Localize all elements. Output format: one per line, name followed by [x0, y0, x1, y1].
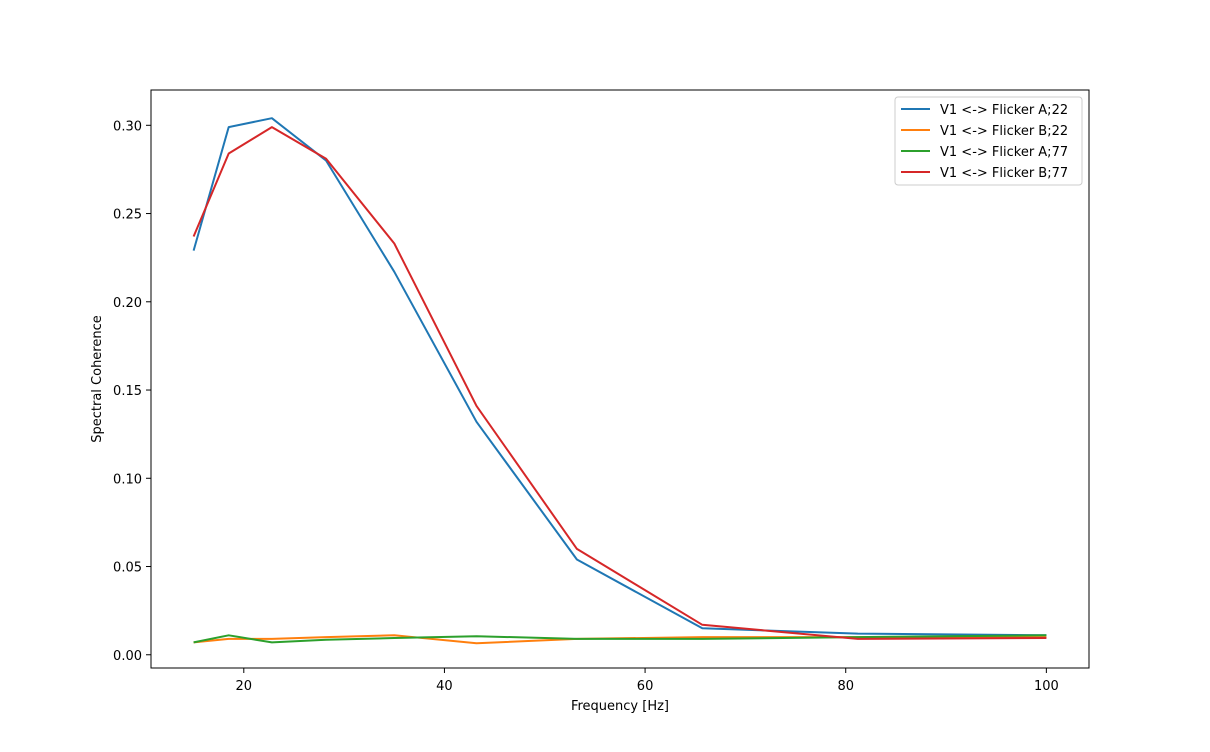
legend-label-3: V1 <-> Flicker A;77 [940, 145, 1068, 160]
x-axis-label: Frequency [Hz] [571, 699, 669, 714]
y-tick-label: 0.20 [113, 296, 142, 311]
legend-label-4: V1 <-> Flicker B;77 [940, 166, 1068, 181]
series-line-3 [193, 634, 1047, 644]
legend-label-2: V1 <-> Flicker B;22 [940, 124, 1068, 139]
series-line-1 [192, 117, 1047, 637]
plot-frame [150, 89, 1090, 669]
y-tick-label: 0.25 [113, 208, 142, 223]
y-axis: 0.00 0.05 0.10 0.15 0.20 0.25 0.30 [113, 119, 151, 664]
legend-box [894, 96, 1083, 186]
x-tick-label: 20 [236, 679, 253, 694]
y-axis-label: Spectral Coherence [90, 315, 105, 443]
x-tick-label: 80 [837, 679, 854, 694]
y-tick-label: 0.00 [113, 649, 142, 664]
y-tick-label: 0.10 [113, 472, 142, 487]
x-tick-label: 60 [637, 679, 654, 694]
x-tick-label: 40 [436, 679, 453, 694]
legend-label-1: V1 <-> Flicker A;22 [940, 103, 1068, 118]
legend: V1 <-> Flicker A;22 V1 <-> Flicker B;22 V1… [894, 96, 1083, 186]
plot-lines [192, 117, 1047, 645]
series-line-4 [192, 126, 1047, 640]
y-tick-label: 0.30 [113, 119, 142, 134]
x-tick-label: 100 [1034, 679, 1059, 694]
y-tick-label: 0.05 [113, 561, 142, 576]
x-axis: 20 40 60 80 100 [236, 668, 1059, 694]
y-tick-label: 0.15 [113, 384, 142, 399]
